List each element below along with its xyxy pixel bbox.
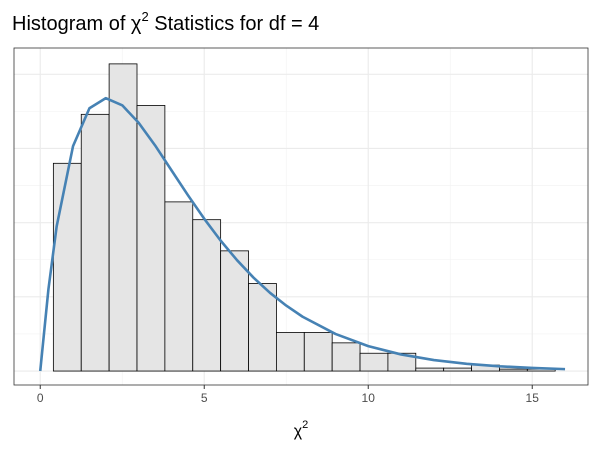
x-tick-label: 5 — [201, 391, 208, 405]
chart-title: Histogram of χ2 Statistics for df = 4 — [12, 9, 319, 35]
bar — [303, 332, 333, 372]
bar — [136, 105, 166, 372]
bar — [164, 201, 194, 372]
title-superscript: 2 — [141, 9, 148, 24]
x-tick-label: 15 — [526, 391, 540, 405]
x-tick-label: 10 — [362, 391, 376, 405]
panel-border — [13, 47, 589, 386]
bar — [192, 219, 222, 372]
x-tick-label: 0 — [37, 391, 44, 405]
bar — [331, 342, 361, 372]
bar — [220, 250, 249, 372]
bar — [359, 352, 389, 372]
x-axis-label: χ2 — [294, 419, 309, 440]
bar — [248, 283, 277, 372]
bar — [275, 332, 305, 372]
x-label-text: χ — [294, 423, 303, 440]
title-rest: Statistics for df = 4 — [149, 13, 320, 35]
bar — [415, 367, 445, 372]
x-label-superscript: 2 — [302, 419, 308, 431]
density-curve — [38, 96, 566, 372]
bar — [52, 162, 82, 372]
title-text: Histogram of χ — [12, 13, 142, 35]
bar — [443, 367, 472, 372]
bar — [108, 63, 138, 372]
bar — [387, 352, 417, 372]
bar — [499, 368, 528, 372]
bar — [80, 113, 110, 372]
